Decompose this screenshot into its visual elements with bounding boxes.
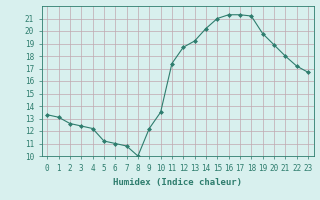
X-axis label: Humidex (Indice chaleur): Humidex (Indice chaleur)	[113, 178, 242, 187]
